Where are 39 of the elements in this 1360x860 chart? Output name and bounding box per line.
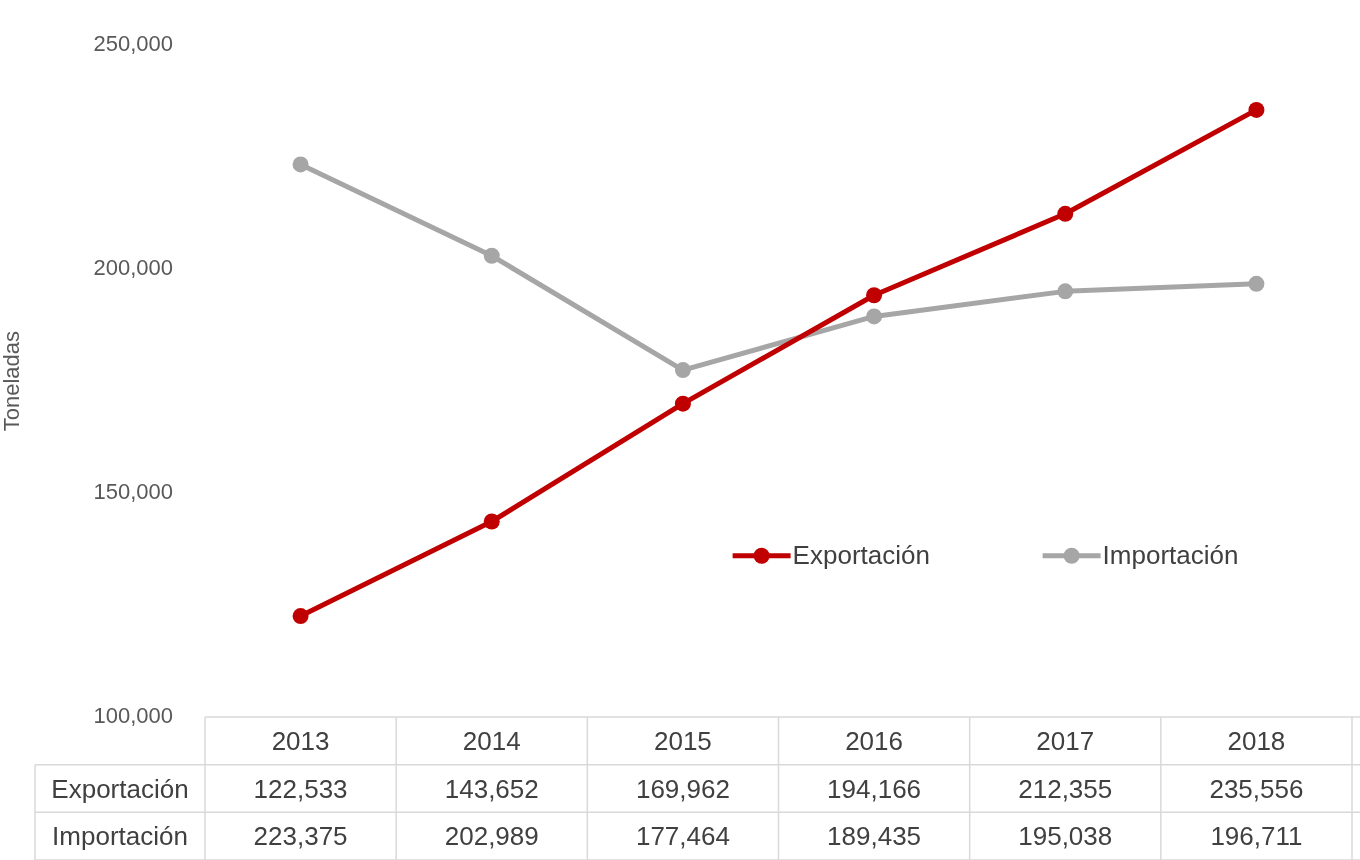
- data-label: 212,355: [1018, 773, 1113, 804]
- y-axis-title: Toneladas: [0, 330, 25, 432]
- point: [1248, 275, 1265, 292]
- point: [674, 362, 691, 379]
- data-label: 194,166: [827, 773, 922, 804]
- data-label: 143,652: [444, 773, 539, 804]
- point: [674, 395, 691, 412]
- y-tick-label: 150,000: [93, 479, 173, 505]
- point: [292, 156, 309, 173]
- y-tick-label: 250,000: [93, 31, 173, 57]
- data-label: 122,533: [253, 773, 348, 804]
- x-tick-label: 2018: [1227, 726, 1286, 757]
- legend-label: Exportación: [792, 539, 930, 570]
- data-label: 235,556: [1209, 773, 1304, 804]
- data-label: 189,435: [827, 821, 922, 852]
- x-tick-label: 2017: [1036, 726, 1095, 757]
- point: [866, 308, 883, 325]
- y-tick-label: 200,000: [93, 255, 173, 281]
- point: [866, 287, 883, 304]
- point: [292, 608, 309, 625]
- data-label: 223,375: [253, 821, 348, 852]
- point: [483, 513, 500, 530]
- text: Importación: [52, 821, 188, 852]
- x-tick-label: 2015: [653, 726, 712, 757]
- data-label: 196,711: [1210, 821, 1303, 852]
- legend-label: Importación: [1102, 539, 1239, 570]
- data-label: 169,962: [635, 773, 730, 804]
- x-tick-label: 2013: [271, 726, 330, 757]
- point: [1057, 283, 1074, 300]
- y-tick-label: 100,000: [93, 703, 173, 729]
- text: Exportación: [51, 773, 189, 804]
- point: [1057, 205, 1074, 222]
- data-label: 195,038: [1018, 821, 1113, 852]
- x-tick-label: 2016: [845, 726, 904, 757]
- x-tick-label: 2014: [462, 726, 521, 757]
- point: [1248, 101, 1265, 118]
- point: [483, 247, 500, 264]
- data-label: 177,464: [635, 821, 730, 852]
- data-label: 202,989: [444, 821, 539, 852]
